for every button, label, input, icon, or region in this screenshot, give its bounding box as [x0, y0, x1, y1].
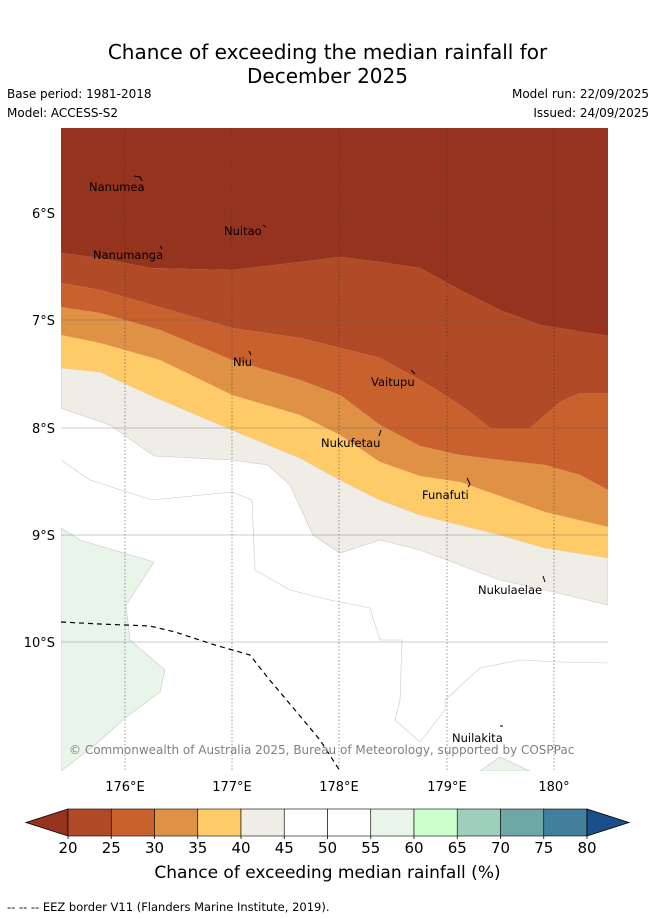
colorbar-tick-label: 35	[188, 839, 207, 857]
colorbar-tick-label: 75	[534, 839, 553, 857]
band-40-45	[61, 367, 608, 606]
colorbar-tick-label: 55	[361, 839, 380, 857]
colorbar-swatch	[456, 808, 501, 837]
colorbar-tick-label: 80	[577, 839, 596, 857]
colorbar-swatch	[110, 808, 155, 837]
eez-border	[61, 621, 341, 771]
colorbar-swatch	[543, 808, 588, 837]
band-35-40	[61, 335, 608, 558]
band-below-20	[61, 128, 608, 336]
place-niu: Niu	[233, 355, 252, 369]
colorbar-swatch	[283, 808, 328, 837]
issued-date: Issued: 24/09/2025	[533, 106, 649, 120]
latitude-labels: 6°S 7°S 8°S 9°S 10°S	[24, 207, 55, 651]
lat-label-6s: 6°S	[32, 207, 55, 222]
colorbar-swatch	[413, 808, 458, 837]
place-nukufetau: Nukufetau	[321, 436, 380, 450]
colorbar-swatch	[197, 808, 242, 837]
eez-footnote: -- -- -- EEZ border V11 (Flanders Marine…	[7, 900, 330, 914]
map-title: Chance of exceeding the median rainfall …	[0, 40, 655, 88]
copyright-notice: © Commonwealth of Australia 2025, Bureau…	[69, 743, 574, 757]
colorbar-swatch	[154, 808, 199, 837]
lon-label-180: 180°	[538, 780, 569, 795]
island-shapes	[133, 175, 546, 727]
lat-label-10s: 10°S	[24, 636, 55, 651]
lon-label-177e: 177°E	[212, 780, 252, 795]
lat-label-7s: 7°S	[32, 314, 55, 329]
title-line-2: December 2025	[247, 64, 408, 88]
colorbar-tick-label: 20	[58, 839, 77, 857]
place-funafuti: Funafuti	[422, 488, 469, 502]
longitude-labels: 176°E 177°E 178°E 179°E 180°	[105, 780, 569, 795]
colorbar-swatch	[500, 808, 545, 837]
lon-label-178e: 178°E	[319, 780, 359, 795]
green-band-left	[61, 527, 166, 771]
longitude-gridlines	[124, 128, 555, 771]
lat-label-8s: 8°S	[32, 422, 55, 437]
colorbar-swatch	[67, 808, 112, 837]
band-25-30	[61, 283, 608, 490]
place-nuilakita: Nuilakita	[452, 731, 503, 745]
colorbar-swatch	[327, 808, 372, 837]
place-labels: Nanumea Nuitao Nanumanga Niu Vaitupu Nuk…	[89, 180, 542, 745]
place-nanumea: Nanumea	[89, 180, 145, 194]
contour-50	[61, 459, 608, 743]
band-20-25	[61, 253, 608, 428]
colorbar-tick-label: 45	[275, 839, 294, 857]
colorbar-high-extend	[586, 808, 631, 837]
colorbar-tick-label: 30	[145, 839, 164, 857]
base-period: Base period: 1981-2018	[7, 87, 152, 101]
colorbar-low-extend	[24, 808, 69, 837]
lon-label-176e: 176°E	[105, 780, 145, 795]
colorbar-swatch	[370, 808, 415, 837]
colorbar-tick-label: 65	[448, 839, 467, 857]
colorbar-label: Chance of exceeding median rainfall (%)	[154, 863, 501, 883]
latitude-gridlines	[61, 212, 608, 643]
map-area: Nanumea Nuitao Nanumanga Niu Vaitupu Nuk…	[61, 128, 608, 771]
colorbar-tick-label: 70	[491, 839, 510, 857]
lon-label-179e: 179°E	[427, 780, 467, 795]
title-line-1: Chance of exceeding the median rainfall …	[107, 40, 548, 64]
model-name: Model: ACCESS-S2	[7, 106, 119, 120]
colorbar-tick-label: 60	[404, 839, 423, 857]
colorbar-swatch	[240, 808, 285, 837]
place-nanumanga: Nanumanga	[93, 248, 163, 262]
place-nukulaelae: Nukulaelae	[478, 583, 542, 597]
model-run: Model run: 22/09/2025	[511, 87, 649, 101]
green-band-bottom	[479, 756, 531, 771]
colorbar-tick-label: 50	[318, 839, 337, 857]
place-vaitupu: Vaitupu	[371, 375, 415, 389]
lat-label-9s: 9°S	[32, 529, 55, 544]
colorbar-tick-label: 40	[231, 839, 250, 857]
colorbar-tick-label: 25	[102, 839, 121, 857]
band-30-35	[61, 307, 608, 527]
colorbar: 20 25 30 35 40 45 50 55 60 65 70 75 80	[24, 808, 631, 857]
place-nuitao: Nuitao	[224, 224, 262, 238]
